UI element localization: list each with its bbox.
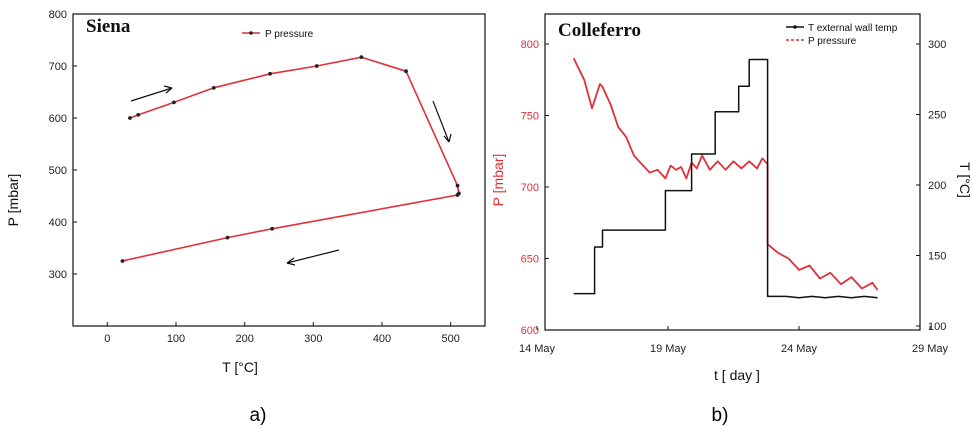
chart-a-data-point: [225, 235, 230, 240]
chart-a-data-point: [455, 183, 460, 188]
chart-a-x-tick-label: 100: [167, 333, 185, 345]
chart-b-x-tick-label: 24 May: [781, 343, 818, 355]
caption-b: b): [712, 405, 729, 426]
chart-a-data-point: [268, 71, 272, 76]
chart-a-data-point: [359, 55, 364, 60]
chart-a-plot-frame: [72, 13, 486, 327]
chart-b-y-tick-label-right: 150: [928, 251, 946, 263]
chart-b-x-tick-label: 29 May: [912, 343, 949, 355]
chart-b-y-tick-label-right: 250: [928, 110, 946, 122]
chart-a-direction-arrows: [130, 85, 452, 266]
chart-a-title: Siena: [86, 16, 131, 37]
chart-b-y-tick-label-right: 300: [928, 39, 946, 51]
chart-b-plot-frame: [544, 13, 921, 331]
chart-b-y-tick-label-left: 650: [521, 254, 539, 266]
chart-a-data-point: [404, 69, 408, 74]
chart-b-temperature-line: [573, 58, 878, 299]
chart-b-x-tick-label: 14 May: [519, 343, 556, 355]
chart-a-y-tick-label: 300: [49, 269, 67, 281]
chart-b-y-axis-label-left: P [mbar]: [490, 154, 506, 207]
chart-a-data-point: [136, 112, 141, 117]
chart-a-data-point: [120, 259, 125, 263]
arrow-down-right-icon: [432, 100, 452, 143]
chart-b-legend-label-pressure: P pressure: [808, 36, 857, 47]
chart-b-y-axis-label-right: T [°C]: [957, 162, 973, 198]
chart-a-y-tick-label: 800: [49, 9, 67, 21]
chart-b-x-tick-label: 19 May: [650, 343, 687, 355]
chart-siena: Siena T [°C] P [mbar] P pressure: [5, 9, 486, 375]
chart-a-data-point: [270, 226, 275, 231]
caption-a: a): [250, 405, 267, 426]
chart-b-legend: T external wall temp P pressure: [786, 23, 898, 47]
chart-b-y-tick-label-left: 750: [521, 111, 539, 123]
chart-b-y-tick-label-right: 200: [928, 180, 946, 192]
chart-a-data-point: [172, 100, 176, 105]
chart-a-legend-label: P pressure: [265, 29, 314, 40]
chart-b-y-tick-label-left: 800: [521, 39, 539, 51]
chart-b-y-tick-label-right: 100: [928, 321, 946, 333]
chart-a-y-tick-label: 600: [49, 113, 67, 125]
arrow-upper-right-icon: [130, 85, 173, 102]
chart-a-x-tick-label: 300: [304, 333, 322, 345]
chart-a-data-point: [314, 64, 319, 68]
chart-b-pressure-line: [572, 57, 879, 291]
chart-a-legend: P pressure: [242, 29, 314, 40]
chart-a-data-point: [211, 85, 216, 90]
chart-b-y-tick-label-left: 600: [521, 325, 539, 337]
chart-a-data-point: [128, 116, 132, 120]
chart-a-legend-marker: [249, 31, 253, 35]
chart-a-x-tick-label: 500: [441, 333, 459, 345]
chart-a-x-tick-label: 400: [373, 333, 391, 345]
chart-a-x-tick-label: 0: [104, 333, 110, 345]
arrow-lower-left-icon: [286, 249, 340, 266]
chart-colleferro: Colleferro t [ day ] P [mbar] T [°C] T e…: [490, 13, 973, 383]
chart-a-y-tick-label: 400: [49, 217, 67, 229]
chart-a-y-tick-label: 700: [49, 61, 67, 73]
chart-a-x-axis-label: T [°C]: [222, 359, 258, 375]
chart-a-series-line: [122, 56, 460, 262]
chart-b-y-tick-label-left: 700: [521, 182, 539, 194]
chart-b-legend-marker-temp: [793, 25, 797, 29]
chart-a-data-point: [455, 193, 460, 197]
chart-a-x-tick-label: 200: [235, 333, 253, 345]
chart-a-y-axis-label: P [mbar]: [5, 174, 21, 227]
chart-b-title: Colleferro: [558, 20, 641, 41]
chart-a-y-tick-label: 500: [49, 165, 67, 177]
chart-b-x-axis-label: t [ day ]: [714, 367, 760, 383]
chart-b-legend-label-temp: T external wall temp: [808, 23, 898, 34]
